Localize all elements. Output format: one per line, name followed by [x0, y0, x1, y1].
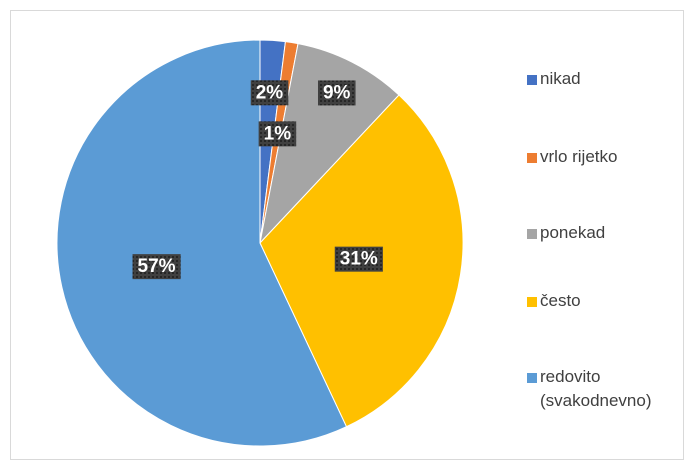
legend-label: redovito (svakodnevno)	[540, 367, 652, 410]
legend-label: nikad	[540, 69, 581, 88]
data-label-box	[317, 80, 356, 106]
legend-swatch	[527, 75, 537, 85]
legend-item: redovito (svakodnevno)	[540, 367, 652, 410]
data-label: 57%	[138, 256, 176, 277]
data-label-box	[258, 121, 297, 147]
legend-swatch	[527, 297, 537, 307]
legend-item: nikad	[540, 69, 581, 88]
legend-item: ponekad	[540, 223, 606, 242]
legend-label: često	[540, 291, 581, 310]
legend-label: ponekad	[540, 223, 606, 242]
legend-label: vrlo rijetko	[540, 147, 618, 166]
data-label: 2%	[256, 82, 284, 103]
legend-swatch	[527, 153, 537, 163]
legend-item: vrlo rijetko	[540, 147, 618, 166]
data-label-box	[132, 254, 181, 280]
data-label: 1%	[264, 123, 292, 144]
data-label-box	[334, 246, 383, 272]
data-label-box	[250, 80, 289, 106]
data-label: 9%	[323, 82, 351, 103]
pie-slice	[259, 43, 400, 245]
pie-slice	[56, 39, 348, 447]
legend-swatch	[527, 373, 537, 383]
data-label: 31%	[340, 249, 378, 270]
legend-swatch	[527, 229, 537, 239]
legend-item: često	[540, 291, 581, 310]
